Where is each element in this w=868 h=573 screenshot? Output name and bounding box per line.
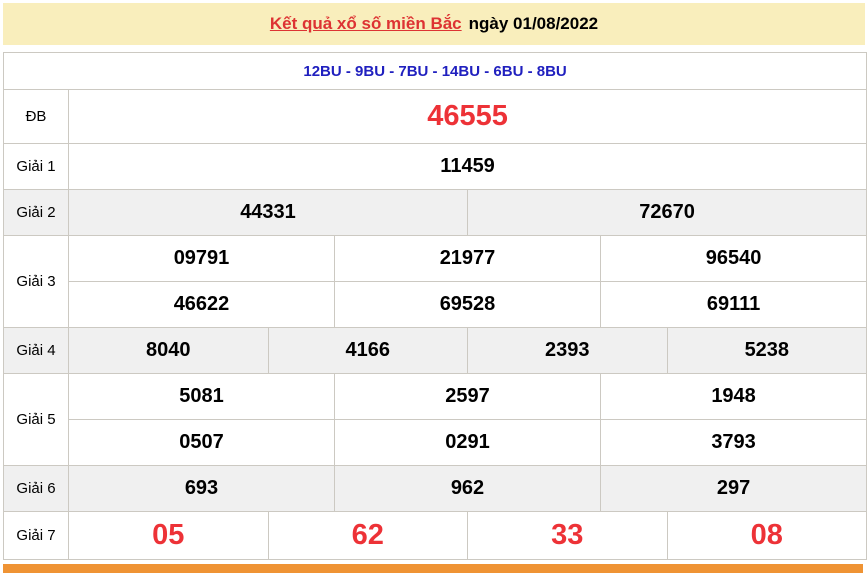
prize-value: 8040: [68, 327, 269, 374]
prize-row-6: Giải 6 693 962 297: [3, 465, 868, 512]
prize-value-7: 62: [267, 511, 468, 560]
results-table: 12BU - 9BU - 7BU - 14BU - 6BU - 8BU ĐB 4…: [2, 52, 868, 560]
station-codes-row: 12BU - 9BU - 7BU - 14BU - 6BU - 8BU: [2, 52, 868, 90]
prize-value: 297: [599, 465, 868, 512]
prize-value: 4166: [267, 327, 468, 374]
header-bar: Kết quả xổ số miền Bắc ngày 01/08/2022: [3, 3, 865, 45]
prize-row-7: Giải 7 05 62 33 08: [3, 511, 868, 560]
prize-row-5b: 0507 0291 3793: [4, 419, 868, 466]
prize-label-7: Giải 7: [3, 511, 69, 560]
prize-value: 0507: [68, 419, 335, 466]
prize-label-1: Giải 1: [3, 143, 69, 190]
prize-value: 1948: [599, 373, 868, 420]
prize-label-4: Giải 4: [3, 327, 69, 374]
prize-value-7: 05: [68, 511, 269, 560]
prize-row-5a: Giải 5 5081 2597 1948: [3, 373, 868, 466]
prize-value: 44331: [68, 189, 468, 236]
prize-value-7: 08: [666, 511, 868, 560]
prize-value: 46622: [68, 281, 335, 328]
prize-row-2: Giải 2 44331 72670: [3, 189, 868, 236]
footer-accent-bar: [3, 564, 863, 573]
prize-value: 69528: [334, 281, 601, 328]
prize-value: 962: [334, 465, 601, 512]
prize-value: 5081: [68, 373, 335, 420]
prize-label-db: ĐB: [3, 89, 69, 144]
station-codes: 12BU - 9BU - 7BU - 14BU - 6BU - 8BU: [2, 52, 868, 90]
prize-value: 72670: [466, 189, 868, 236]
prize-label-2: Giải 2: [3, 189, 69, 236]
prize-value: 2597: [334, 373, 601, 420]
prize-value: 693: [68, 465, 335, 512]
prize-value-db: 46555: [67, 89, 868, 144]
prize-value: 5238: [666, 327, 868, 374]
prize-value: 2393: [467, 327, 668, 374]
prize-value: 11459: [67, 143, 868, 190]
prize-row-db: ĐB 46555: [3, 89, 868, 144]
prize-row-4: Giải 4 8040 4166 2393 5238: [3, 327, 868, 374]
prize-value: 3793: [599, 419, 868, 466]
prize-value: 69111: [599, 281, 868, 328]
prize-label-6: Giải 6: [3, 465, 69, 512]
prize-value: 96540: [599, 235, 868, 282]
prize-value: 09791: [68, 235, 335, 282]
prize-row-3a: Giải 3 09791 21977 96540: [3, 235, 868, 328]
prize-label-5: Giải 5: [3, 373, 69, 466]
result-title-link[interactable]: Kết quả xổ số miền Bắc: [269, 14, 462, 33]
prize-value-7: 33: [467, 511, 668, 560]
prize-row-3b: 46622 69528 69111: [4, 281, 868, 328]
prize-row-1: Giải 1 11459: [3, 143, 868, 190]
prize-label-3: Giải 3: [3, 235, 69, 328]
result-date: ngày 01/08/2022: [468, 14, 599, 33]
prize-value: 0291: [334, 419, 601, 466]
prize-value: 21977: [334, 235, 601, 282]
